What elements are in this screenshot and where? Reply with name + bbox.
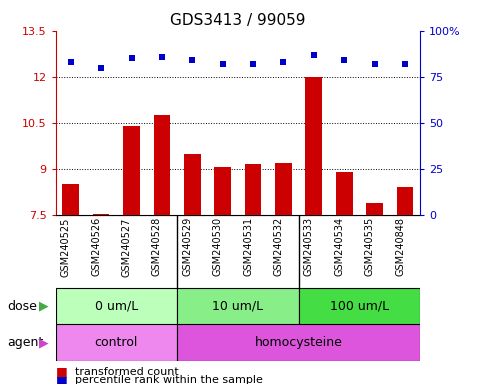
Point xyxy=(371,61,379,67)
Text: ■: ■ xyxy=(56,365,67,378)
Text: GSM240525: GSM240525 xyxy=(61,217,71,276)
Point xyxy=(341,57,348,63)
Point xyxy=(188,57,196,63)
Bar xyxy=(245,164,261,215)
Text: GSM240533: GSM240533 xyxy=(304,217,314,276)
Point xyxy=(310,51,318,58)
Text: 100 um/L: 100 um/L xyxy=(330,300,389,313)
Title: GDS3413 / 99059: GDS3413 / 99059 xyxy=(170,13,306,28)
Text: GSM240534: GSM240534 xyxy=(334,217,344,276)
Text: GSM240532: GSM240532 xyxy=(273,217,284,276)
Text: homocysteine: homocysteine xyxy=(255,336,342,349)
Text: control: control xyxy=(95,336,138,349)
Text: GSM240528: GSM240528 xyxy=(152,217,162,276)
Text: GSM240529: GSM240529 xyxy=(182,217,192,276)
Bar xyxy=(336,172,353,215)
Bar xyxy=(154,115,170,215)
Point xyxy=(97,65,105,71)
Bar xyxy=(275,163,292,215)
Text: GSM240535: GSM240535 xyxy=(365,217,375,276)
Text: GSM240848: GSM240848 xyxy=(395,217,405,276)
Text: GSM240530: GSM240530 xyxy=(213,217,223,276)
Bar xyxy=(177,288,298,324)
Point xyxy=(219,61,227,67)
Point xyxy=(401,61,409,67)
Bar xyxy=(56,324,177,361)
Bar xyxy=(366,203,383,215)
Text: ▶: ▶ xyxy=(39,300,48,313)
Bar xyxy=(184,154,200,215)
Text: ■: ■ xyxy=(56,374,67,384)
Text: ▶: ▶ xyxy=(39,336,48,349)
Text: GSM240526: GSM240526 xyxy=(91,217,101,276)
Bar xyxy=(123,126,140,215)
Text: 0 um/L: 0 um/L xyxy=(95,300,138,313)
Bar xyxy=(56,288,177,324)
Bar xyxy=(62,184,79,215)
Text: dose: dose xyxy=(7,300,37,313)
Text: percentile rank within the sample: percentile rank within the sample xyxy=(75,375,263,384)
Bar xyxy=(93,214,110,215)
Bar xyxy=(214,167,231,215)
Text: GSM240531: GSM240531 xyxy=(243,217,253,276)
Text: 10 um/L: 10 um/L xyxy=(213,300,263,313)
Point xyxy=(249,61,257,67)
Point xyxy=(280,59,287,65)
Bar xyxy=(305,77,322,215)
Bar xyxy=(397,187,413,215)
Text: agent: agent xyxy=(7,336,43,349)
Point xyxy=(128,55,135,61)
Bar xyxy=(177,324,420,361)
Text: GSM240527: GSM240527 xyxy=(122,217,131,276)
Point xyxy=(67,59,74,65)
Point xyxy=(158,53,166,60)
Bar xyxy=(298,288,420,324)
Text: transformed count: transformed count xyxy=(75,367,179,377)
